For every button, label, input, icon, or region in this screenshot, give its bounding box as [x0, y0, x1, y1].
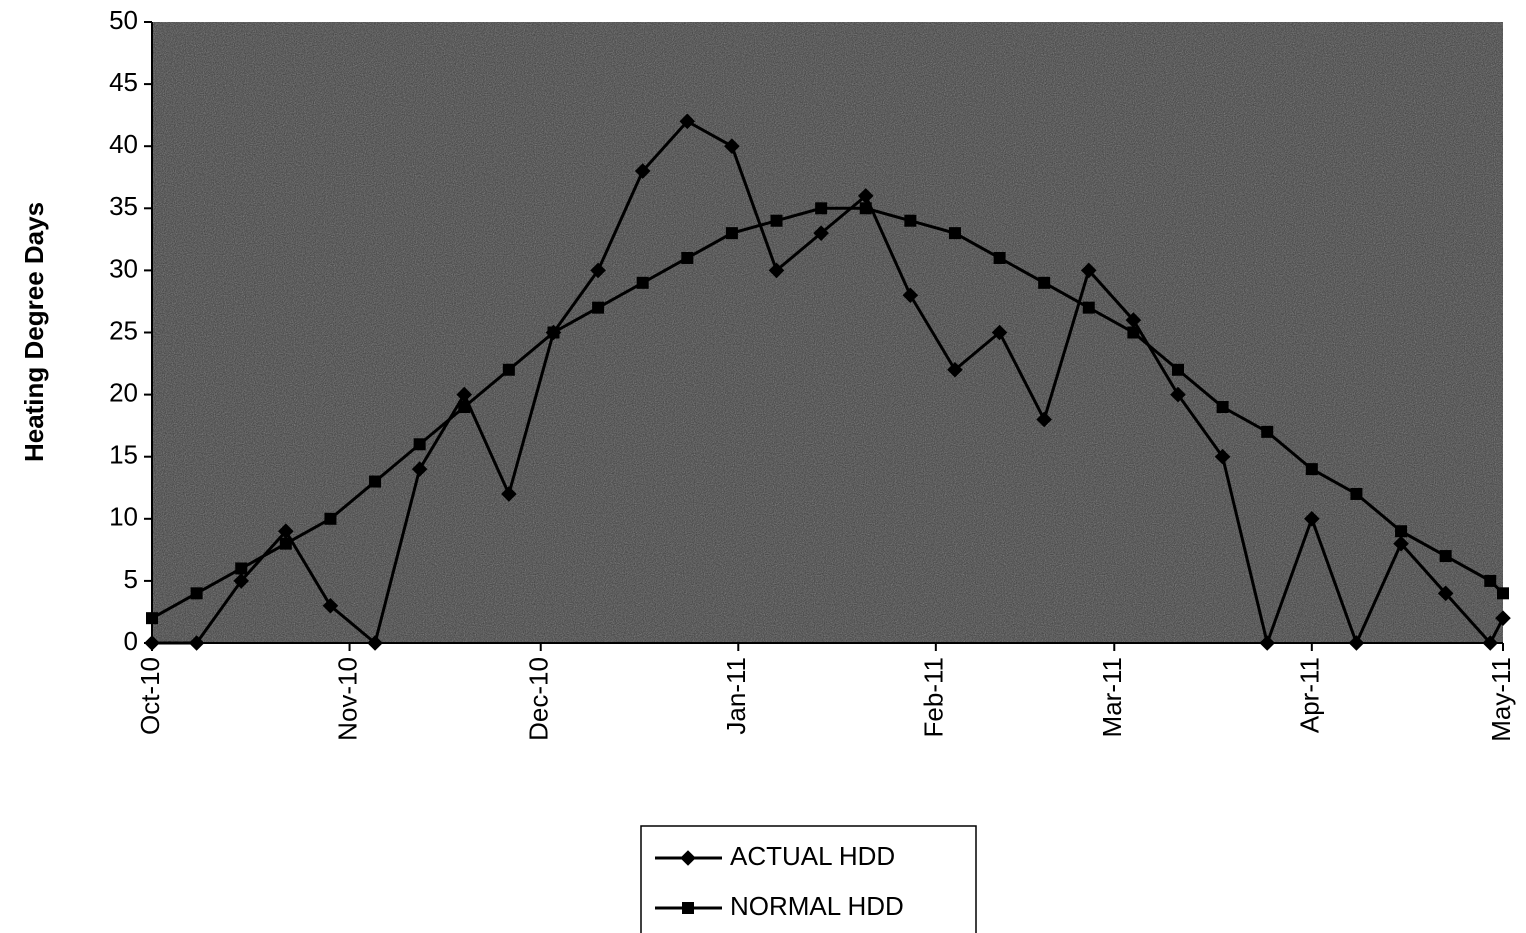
- plot-texture: [152, 22, 1503, 643]
- point: [188, 635, 205, 651]
- point: [1395, 525, 1408, 538]
- y-tick-label: 50: [109, 5, 138, 35]
- legend-label: ACTUAL HDD: [730, 841, 895, 871]
- point: [681, 251, 694, 264]
- point: [547, 326, 560, 339]
- point: [724, 138, 740, 154]
- point: [235, 562, 248, 575]
- point: [770, 214, 783, 227]
- point: [948, 227, 961, 240]
- point: [1484, 574, 1497, 587]
- point: [456, 386, 473, 403]
- point: [1439, 550, 1452, 563]
- point: [590, 262, 606, 279]
- x-tick-label: Apr-11: [1295, 657, 1325, 733]
- point: [1082, 301, 1095, 314]
- point: [144, 635, 160, 651]
- x-tick-label: Oct-10: [135, 657, 165, 735]
- point: [947, 361, 963, 378]
- point: [458, 401, 471, 414]
- point: [815, 202, 828, 215]
- series-line: [151, 206, 1505, 620]
- y-axis-label: Heating Degree Days: [19, 202, 49, 462]
- point: [1305, 463, 1318, 476]
- point: [634, 163, 651, 179]
- point: [991, 324, 1008, 341]
- point: [1127, 326, 1140, 339]
- point: [146, 612, 158, 625]
- x-tick-label: Nov-10: [332, 657, 362, 741]
- point: [1214, 448, 1231, 465]
- point: [1038, 276, 1051, 289]
- point: [233, 573, 250, 589]
- series-line: [152, 119, 1505, 649]
- point: [1216, 401, 1229, 414]
- x-tick-label: Mar-11: [1097, 657, 1127, 737]
- point: [1437, 585, 1454, 602]
- point: [904, 214, 917, 227]
- y-tick-label: 15: [109, 440, 138, 470]
- y-tick-label: 0: [124, 626, 138, 656]
- point: [1304, 511, 1320, 527]
- point: [322, 597, 339, 614]
- point: [1348, 635, 1365, 651]
- point: [1036, 411, 1052, 428]
- point: [411, 461, 428, 477]
- point: [902, 287, 919, 304]
- point: [279, 537, 292, 550]
- point: [1080, 262, 1097, 279]
- point: [592, 301, 605, 314]
- point: [1497, 587, 1509, 600]
- point: [324, 512, 337, 525]
- point: [1495, 610, 1511, 626]
- legend: [640, 825, 977, 933]
- y-tick-label: 45: [109, 67, 138, 97]
- point: [1125, 312, 1142, 328]
- x-tick-label: May-11: [1486, 657, 1516, 742]
- point: [1261, 425, 1274, 438]
- point: [1170, 386, 1186, 403]
- point: [813, 225, 829, 241]
- y-tick-label: 40: [109, 129, 138, 159]
- legend-marker: [682, 902, 694, 914]
- x-tick-label: Feb-11: [919, 657, 949, 737]
- point: [768, 262, 785, 279]
- point: [369, 475, 382, 488]
- y-tick-label: 20: [109, 377, 138, 407]
- y-tick-label: 5: [124, 564, 138, 594]
- point: [1259, 635, 1276, 651]
- x-tick-label: Jan-11: [721, 657, 751, 735]
- legend-label: NORMAL HDD: [730, 891, 904, 921]
- y-tick-label: 10: [109, 502, 138, 532]
- point: [190, 587, 203, 600]
- legend-marker: [680, 850, 696, 866]
- point: [413, 438, 426, 451]
- point: [636, 276, 649, 289]
- x-tick-label: Dec-10: [524, 657, 554, 741]
- point: [502, 363, 515, 376]
- point: [679, 113, 696, 130]
- point: [1393, 535, 1409, 552]
- y-tick-label: 25: [109, 315, 138, 345]
- point: [859, 202, 872, 215]
- point: [1171, 363, 1184, 376]
- point: [725, 227, 738, 240]
- point: [1482, 635, 1499, 651]
- point: [1350, 487, 1363, 500]
- point: [367, 635, 383, 651]
- point: [993, 251, 1006, 264]
- point: [278, 523, 294, 540]
- point: [501, 486, 517, 502]
- point: [857, 188, 874, 204]
- y-tick-label: 35: [109, 191, 138, 221]
- y-tick-label: 30: [109, 253, 138, 283]
